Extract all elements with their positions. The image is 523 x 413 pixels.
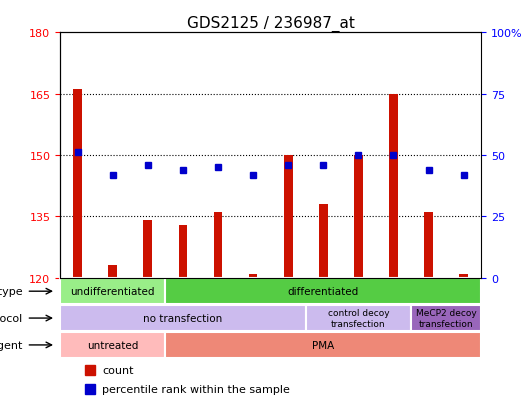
Text: GSM102882: GSM102882	[319, 280, 328, 335]
Bar	[108, 266, 117, 278]
Title: GDS2125 / 236987_at: GDS2125 / 236987_at	[187, 16, 355, 32]
Text: protocol: protocol	[0, 313, 22, 323]
Text: untreated: untreated	[87, 340, 139, 350]
Text: GSM102870: GSM102870	[143, 280, 152, 335]
Text: differentiated: differentiated	[288, 287, 359, 297]
FancyBboxPatch shape	[60, 306, 306, 331]
Text: GSM102825: GSM102825	[73, 280, 82, 335]
FancyBboxPatch shape	[411, 306, 481, 331]
Text: agent: agent	[0, 340, 22, 350]
Text: MeCP2 decoy
transfection: MeCP2 decoy transfection	[416, 309, 476, 328]
FancyBboxPatch shape	[306, 306, 411, 331]
Bar	[424, 213, 433, 278]
Bar	[143, 221, 152, 278]
FancyBboxPatch shape	[165, 279, 481, 304]
Text: undifferentiated: undifferentiated	[71, 287, 155, 297]
FancyBboxPatch shape	[165, 332, 481, 358]
Text: GSM102876: GSM102876	[213, 280, 222, 335]
Bar	[389, 94, 398, 278]
Text: percentile rank within the sample: percentile rank within the sample	[103, 384, 290, 394]
Text: control decoy
transfection: control decoy transfection	[327, 309, 389, 328]
Text: PMA: PMA	[312, 340, 334, 350]
Bar	[354, 156, 363, 278]
Text: GSM102881: GSM102881	[283, 280, 293, 335]
Bar	[213, 213, 222, 278]
Bar	[73, 90, 82, 278]
Bar	[319, 204, 328, 278]
Text: GSM102877: GSM102877	[248, 280, 258, 335]
Text: GSM102879: GSM102879	[424, 280, 433, 335]
Bar	[249, 274, 257, 278]
Text: GSM102875: GSM102875	[178, 280, 187, 335]
Text: cell type: cell type	[0, 287, 22, 297]
Text: GSM102880: GSM102880	[459, 280, 468, 335]
FancyBboxPatch shape	[60, 279, 165, 304]
Text: GSM102842: GSM102842	[108, 280, 117, 335]
Text: count: count	[103, 365, 134, 375]
Bar	[284, 156, 292, 278]
Bar	[459, 274, 468, 278]
Text: GSM102883: GSM102883	[354, 280, 363, 335]
FancyBboxPatch shape	[60, 332, 165, 358]
Text: no transfection: no transfection	[143, 313, 223, 323]
Bar	[178, 225, 187, 278]
Text: GSM102878: GSM102878	[389, 280, 398, 335]
